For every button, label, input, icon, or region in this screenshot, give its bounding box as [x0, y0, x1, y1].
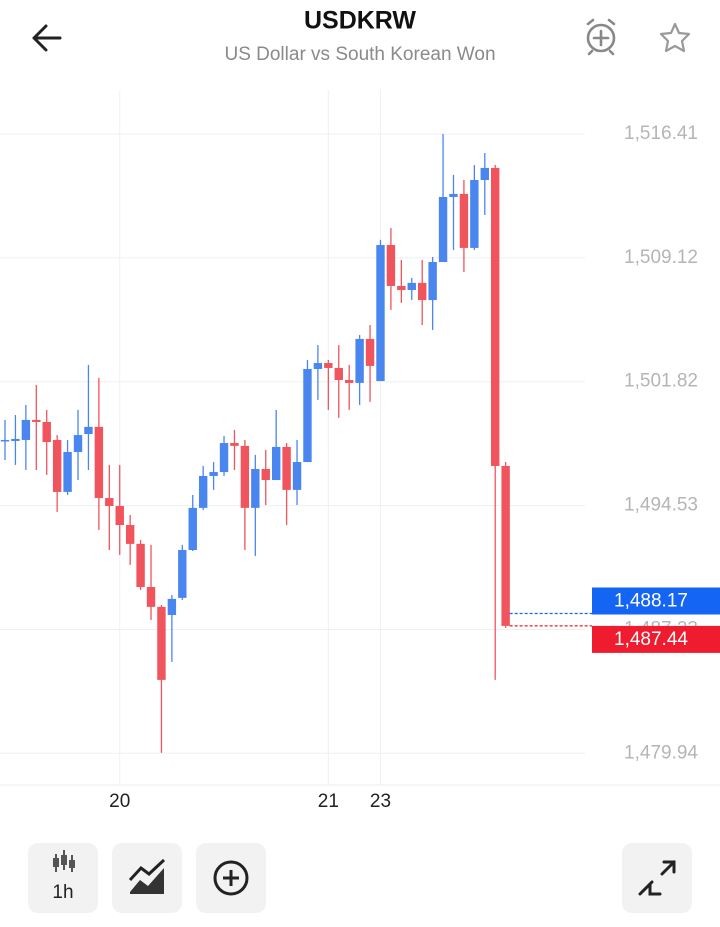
candle-body	[365, 338, 375, 366]
button-bg	[622, 843, 692, 913]
interval-label: 1h	[52, 882, 73, 903]
y-tick-label: 1,501.82	[624, 371, 698, 392]
add-icon	[213, 860, 249, 896]
indicator-icon	[130, 868, 164, 894]
indicators-button[interactable]	[112, 843, 182, 913]
x-tick-label: 21	[318, 791, 339, 812]
candle-body	[42, 421, 51, 442]
add-button[interactable]	[196, 843, 266, 913]
candle-body	[449, 193, 458, 197]
favorite-button[interactable]	[659, 22, 691, 53]
candle-body	[32, 419, 41, 422]
candle-body	[105, 498, 114, 507]
candle-body	[198, 475, 208, 508]
candle-body	[52, 439, 62, 492]
candle-body	[344, 380, 354, 383]
price-label: 1,487.44	[614, 629, 688, 650]
candle-body	[178, 549, 187, 598]
candle-body	[219, 443, 229, 473]
indicator-icon	[128, 858, 166, 882]
x-tick-label: 20	[109, 791, 130, 812]
alarm-icon	[586, 23, 616, 53]
candle-body	[188, 507, 197, 550]
candle-body	[136, 543, 145, 588]
candle-body	[209, 472, 218, 476]
candle-body	[84, 426, 93, 435]
button-bg	[112, 843, 182, 913]
candle-body	[0, 439, 10, 442]
price-label-box	[592, 625, 720, 653]
candle-body	[125, 525, 135, 544]
star-icon	[659, 22, 691, 53]
candle-body	[501, 465, 510, 626]
candle-body	[313, 363, 323, 369]
candle-icon	[69, 860, 75, 868]
candle-body	[292, 462, 302, 490]
y-tick-label: 1,479.94	[624, 742, 698, 763]
candle-body	[407, 282, 416, 291]
symbol-subtitle: US Dollar vs South Korean Won	[224, 44, 495, 65]
chart: 1,516.411,509.121,501.821,494.531,487.23…	[0, 90, 720, 812]
candle-body	[63, 452, 72, 492]
back-arrow	[32, 24, 62, 52]
candle-body	[397, 285, 406, 291]
candle-body	[21, 419, 31, 440]
candle-body	[438, 196, 448, 263]
chart-type-button[interactable]: 1h	[28, 843, 98, 913]
price-label: 1,488.17	[614, 591, 688, 612]
candle-body	[459, 193, 469, 248]
button-bg	[28, 843, 98, 913]
candle-icon	[53, 858, 59, 867]
candle-body	[418, 282, 427, 301]
candle-body	[428, 262, 437, 301]
candle-body	[261, 468, 270, 481]
candle-body	[480, 167, 489, 180]
candle-body	[271, 446, 281, 481]
candle-body	[334, 367, 343, 381]
candle-body	[167, 598, 177, 616]
y-tick-label: 1,494.53	[624, 495, 698, 516]
candle-body	[146, 587, 156, 607]
candle-icon	[61, 855, 67, 865]
candle-body	[355, 338, 364, 383]
candle-body	[282, 446, 291, 490]
alarm-icon-detail	[586, 18, 616, 56]
fullscreen-button[interactable]	[622, 843, 692, 913]
candle-body	[470, 179, 479, 248]
candle-body	[73, 435, 83, 453]
candle-body	[11, 438, 20, 441]
candle-body	[491, 167, 500, 466]
candle-body	[386, 245, 396, 286]
y-tick-label: 1,509.12	[624, 247, 698, 268]
candle-body	[251, 468, 260, 508]
candle-body	[157, 606, 166, 680]
candle-body	[240, 445, 250, 508]
x-tick-label: 23	[370, 791, 391, 812]
price-label-box	[592, 587, 720, 615]
back-button[interactable]	[32, 24, 62, 52]
expand-icon	[638, 860, 676, 896]
candle-body	[324, 363, 333, 368]
candle-body	[303, 368, 312, 463]
add-icon	[223, 870, 239, 886]
candle-body	[94, 426, 104, 499]
y-tick-label: 1,516.41	[624, 123, 698, 144]
symbol-title: USDKRW	[304, 7, 416, 35]
alarm-button[interactable]	[586, 18, 616, 56]
candle-body	[376, 245, 385, 382]
candle-body	[115, 506, 124, 526]
candle-body	[230, 443, 239, 446]
